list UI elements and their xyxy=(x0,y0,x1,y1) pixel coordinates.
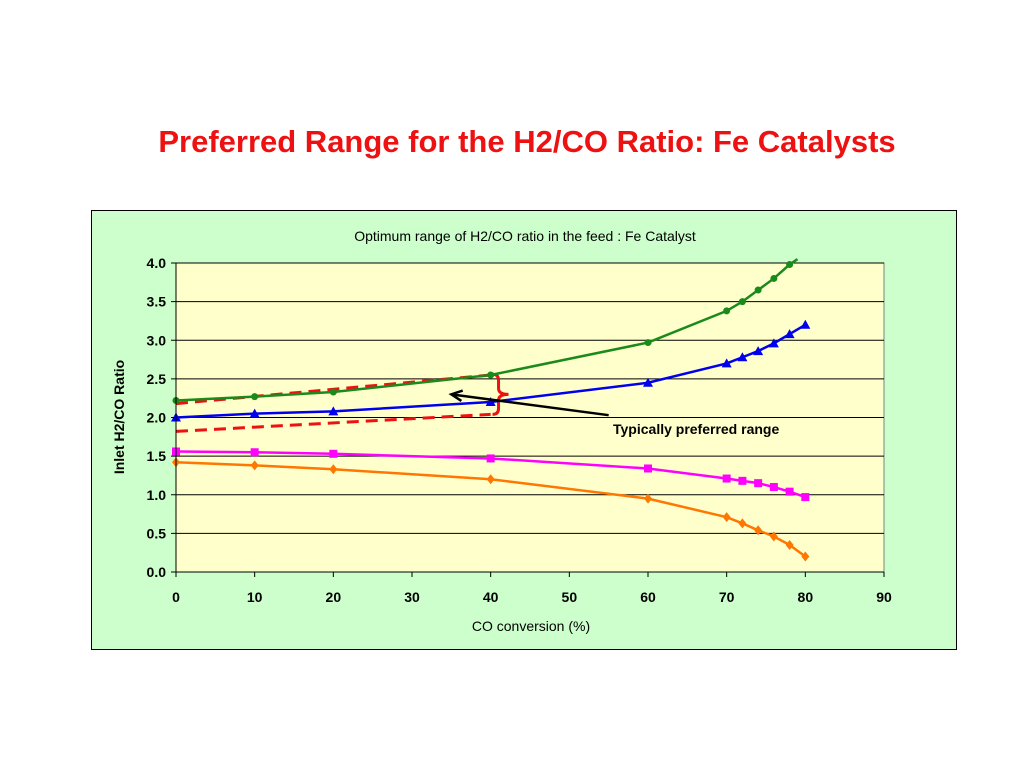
data-point xyxy=(643,377,653,387)
data-point xyxy=(770,274,778,282)
data-point xyxy=(754,479,763,488)
y-tick-label: 1.0 xyxy=(147,487,167,503)
data-point xyxy=(723,307,731,315)
data-point xyxy=(785,487,794,496)
data-point xyxy=(644,464,652,473)
x-axis-label: CO conversion (%) xyxy=(472,618,590,634)
data-point xyxy=(738,476,747,485)
range-brace xyxy=(492,372,509,416)
chart-frame: 0.0 0.5 1.0 1.5 2.0 2.5 3.0 3.5 4.0 0 10 20 30 40 50 60… xyxy=(91,210,957,650)
x-tick-label: 0 xyxy=(172,589,180,605)
series-0 xyxy=(172,258,799,405)
data-point xyxy=(738,298,746,306)
x-tick-label: 40 xyxy=(483,589,499,605)
data-point xyxy=(737,352,748,362)
y-tick-label: 3.0 xyxy=(147,332,167,348)
data-point xyxy=(801,551,810,562)
data-point xyxy=(785,539,794,550)
data-point xyxy=(738,518,747,529)
axes: 0.0 0.5 1.0 1.5 2.0 2.5 3.0 3.5 4.0 0 10 20 30 40 50 60… xyxy=(147,255,892,605)
y-tick-label: 0.5 xyxy=(147,525,167,541)
data-point xyxy=(644,339,652,347)
y-tick-label: 1.5 xyxy=(147,448,167,464)
data-point xyxy=(786,261,794,269)
data-point xyxy=(329,464,338,475)
data-point xyxy=(801,493,810,502)
annotation-arrowhead xyxy=(448,389,464,402)
data-point xyxy=(329,449,338,458)
data-point xyxy=(754,525,763,536)
data-point xyxy=(329,388,337,396)
data-point xyxy=(644,493,652,504)
data-point xyxy=(486,474,495,485)
data-point xyxy=(800,319,811,329)
x-tick-label: 50 xyxy=(562,589,578,605)
x-tick-label: 60 xyxy=(640,589,656,605)
y-tick-label: 4.0 xyxy=(147,255,167,271)
x-tick-label: 80 xyxy=(798,589,814,605)
data-point xyxy=(485,397,496,407)
data-point xyxy=(768,338,779,348)
data-point xyxy=(722,474,731,483)
data-point xyxy=(251,393,259,401)
data-point xyxy=(769,531,778,542)
y-axis-label: Inlet H2/CO Ratio xyxy=(111,360,127,474)
range-lower-line xyxy=(175,412,491,433)
data-point xyxy=(250,448,259,457)
data-point xyxy=(328,406,339,416)
y-tick-label: 2.5 xyxy=(147,371,167,387)
data-point xyxy=(722,512,731,523)
x-tick-label: 20 xyxy=(326,589,342,605)
x-tick-label: 70 xyxy=(719,589,735,605)
series-layer xyxy=(171,258,811,562)
y-tick-label: 3.5 xyxy=(147,294,167,310)
chart-title: Optimum range of H2/CO ratio in the feed… xyxy=(354,228,696,244)
x-tick-label: 30 xyxy=(404,589,420,605)
annotation-arrow xyxy=(451,393,609,417)
annotation xyxy=(448,389,609,417)
data-point xyxy=(250,460,259,471)
y-tick-label: 0.0 xyxy=(147,564,167,580)
data-point xyxy=(721,358,732,368)
data-point xyxy=(754,286,762,294)
data-point xyxy=(487,371,495,379)
data-point xyxy=(486,454,495,463)
data-point xyxy=(769,483,778,492)
y-tick-label: 2.0 xyxy=(147,410,167,426)
series-1 xyxy=(171,319,811,422)
x-tick-label: 10 xyxy=(247,589,263,605)
data-point xyxy=(784,329,795,339)
x-tick-label: 90 xyxy=(876,589,892,605)
slide-title: Preferred Range for the H2/CO Ratio: Fe … xyxy=(158,124,896,159)
data-point xyxy=(249,408,260,418)
data-point xyxy=(753,346,764,356)
annotation-text: Typically preferred range xyxy=(613,421,779,437)
chart-svg: 0.0 0.5 1.0 1.5 2.0 2.5 3.0 3.5 4.0 0 10 20 30 40 50 60… xyxy=(111,228,892,634)
